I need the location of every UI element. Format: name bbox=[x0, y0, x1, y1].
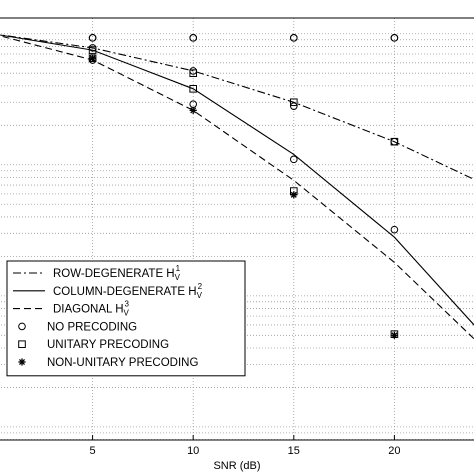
circle-marker bbox=[189, 34, 197, 42]
star-marker bbox=[18, 358, 26, 366]
legend-subscript: V bbox=[124, 309, 130, 318]
x-axis-label: SNR (dB) bbox=[213, 460, 260, 472]
grid-lines bbox=[0, 18, 474, 440]
legend-subscript: V bbox=[197, 291, 203, 300]
legend-item: DIAGONAL H 3V bbox=[13, 300, 130, 318]
star-marker bbox=[290, 191, 298, 199]
legend-item: NON-UNITARY PRECODING bbox=[18, 357, 198, 369]
legend-label: DIAGONAL H bbox=[53, 304, 124, 316]
square-marker bbox=[290, 98, 298, 107]
legend-item: ROW-DEGENERATE H 1V bbox=[13, 264, 181, 282]
series-line bbox=[0, 34, 474, 180]
data-markers bbox=[88, 34, 399, 339]
circle-marker bbox=[390, 34, 399, 42]
circle-marker bbox=[290, 34, 298, 42]
circle-marker bbox=[290, 102, 298, 110]
legend-label: UNITARY PRECODING bbox=[47, 339, 169, 351]
legend-label: NO PRECODING bbox=[47, 321, 137, 333]
circle-marker bbox=[88, 34, 97, 42]
square-marker bbox=[18, 340, 26, 348]
legend-box bbox=[6, 260, 246, 377]
plot-frame bbox=[0, 17, 474, 441]
x-tick-label: 20 bbox=[388, 445, 400, 457]
legend-superscript: 1 bbox=[176, 264, 181, 273]
square-marker bbox=[390, 137, 399, 146]
star-marker bbox=[189, 106, 197, 114]
legend-label: ROW-DEGENERATE H bbox=[53, 268, 175, 280]
legend-item: COLUMN-DEGENERATE H 2V bbox=[13, 282, 203, 300]
square-marker bbox=[189, 69, 197, 77]
legend-item: UNITARY PRECODING bbox=[18, 339, 169, 351]
series-lines bbox=[0, 34, 474, 340]
square-marker bbox=[88, 46, 97, 54]
series-line bbox=[0, 34, 474, 326]
square-marker bbox=[189, 84, 197, 93]
legend-label: NON-UNITARY PRECODING bbox=[47, 357, 198, 369]
series-line bbox=[0, 35, 474, 340]
x-tick-label: 15 bbox=[288, 445, 300, 457]
legend-item: NO PRECODING bbox=[18, 321, 137, 333]
x-tick-label: 10 bbox=[187, 445, 199, 457]
circle-marker bbox=[390, 225, 399, 234]
x-axis-ticks: 5 10 15 20 bbox=[90, 435, 401, 457]
circle-marker bbox=[18, 322, 26, 331]
legend-superscript: 2 bbox=[198, 282, 203, 291]
star-marker bbox=[390, 331, 398, 339]
star-marker bbox=[89, 54, 97, 62]
legend-superscript: 3 bbox=[125, 300, 130, 309]
circle-marker bbox=[290, 155, 298, 164]
legend-label: COLUMN-DEGENERATE H bbox=[53, 286, 197, 298]
legend-subscript: V bbox=[175, 273, 181, 282]
x-tick-label: 5 bbox=[90, 445, 96, 457]
